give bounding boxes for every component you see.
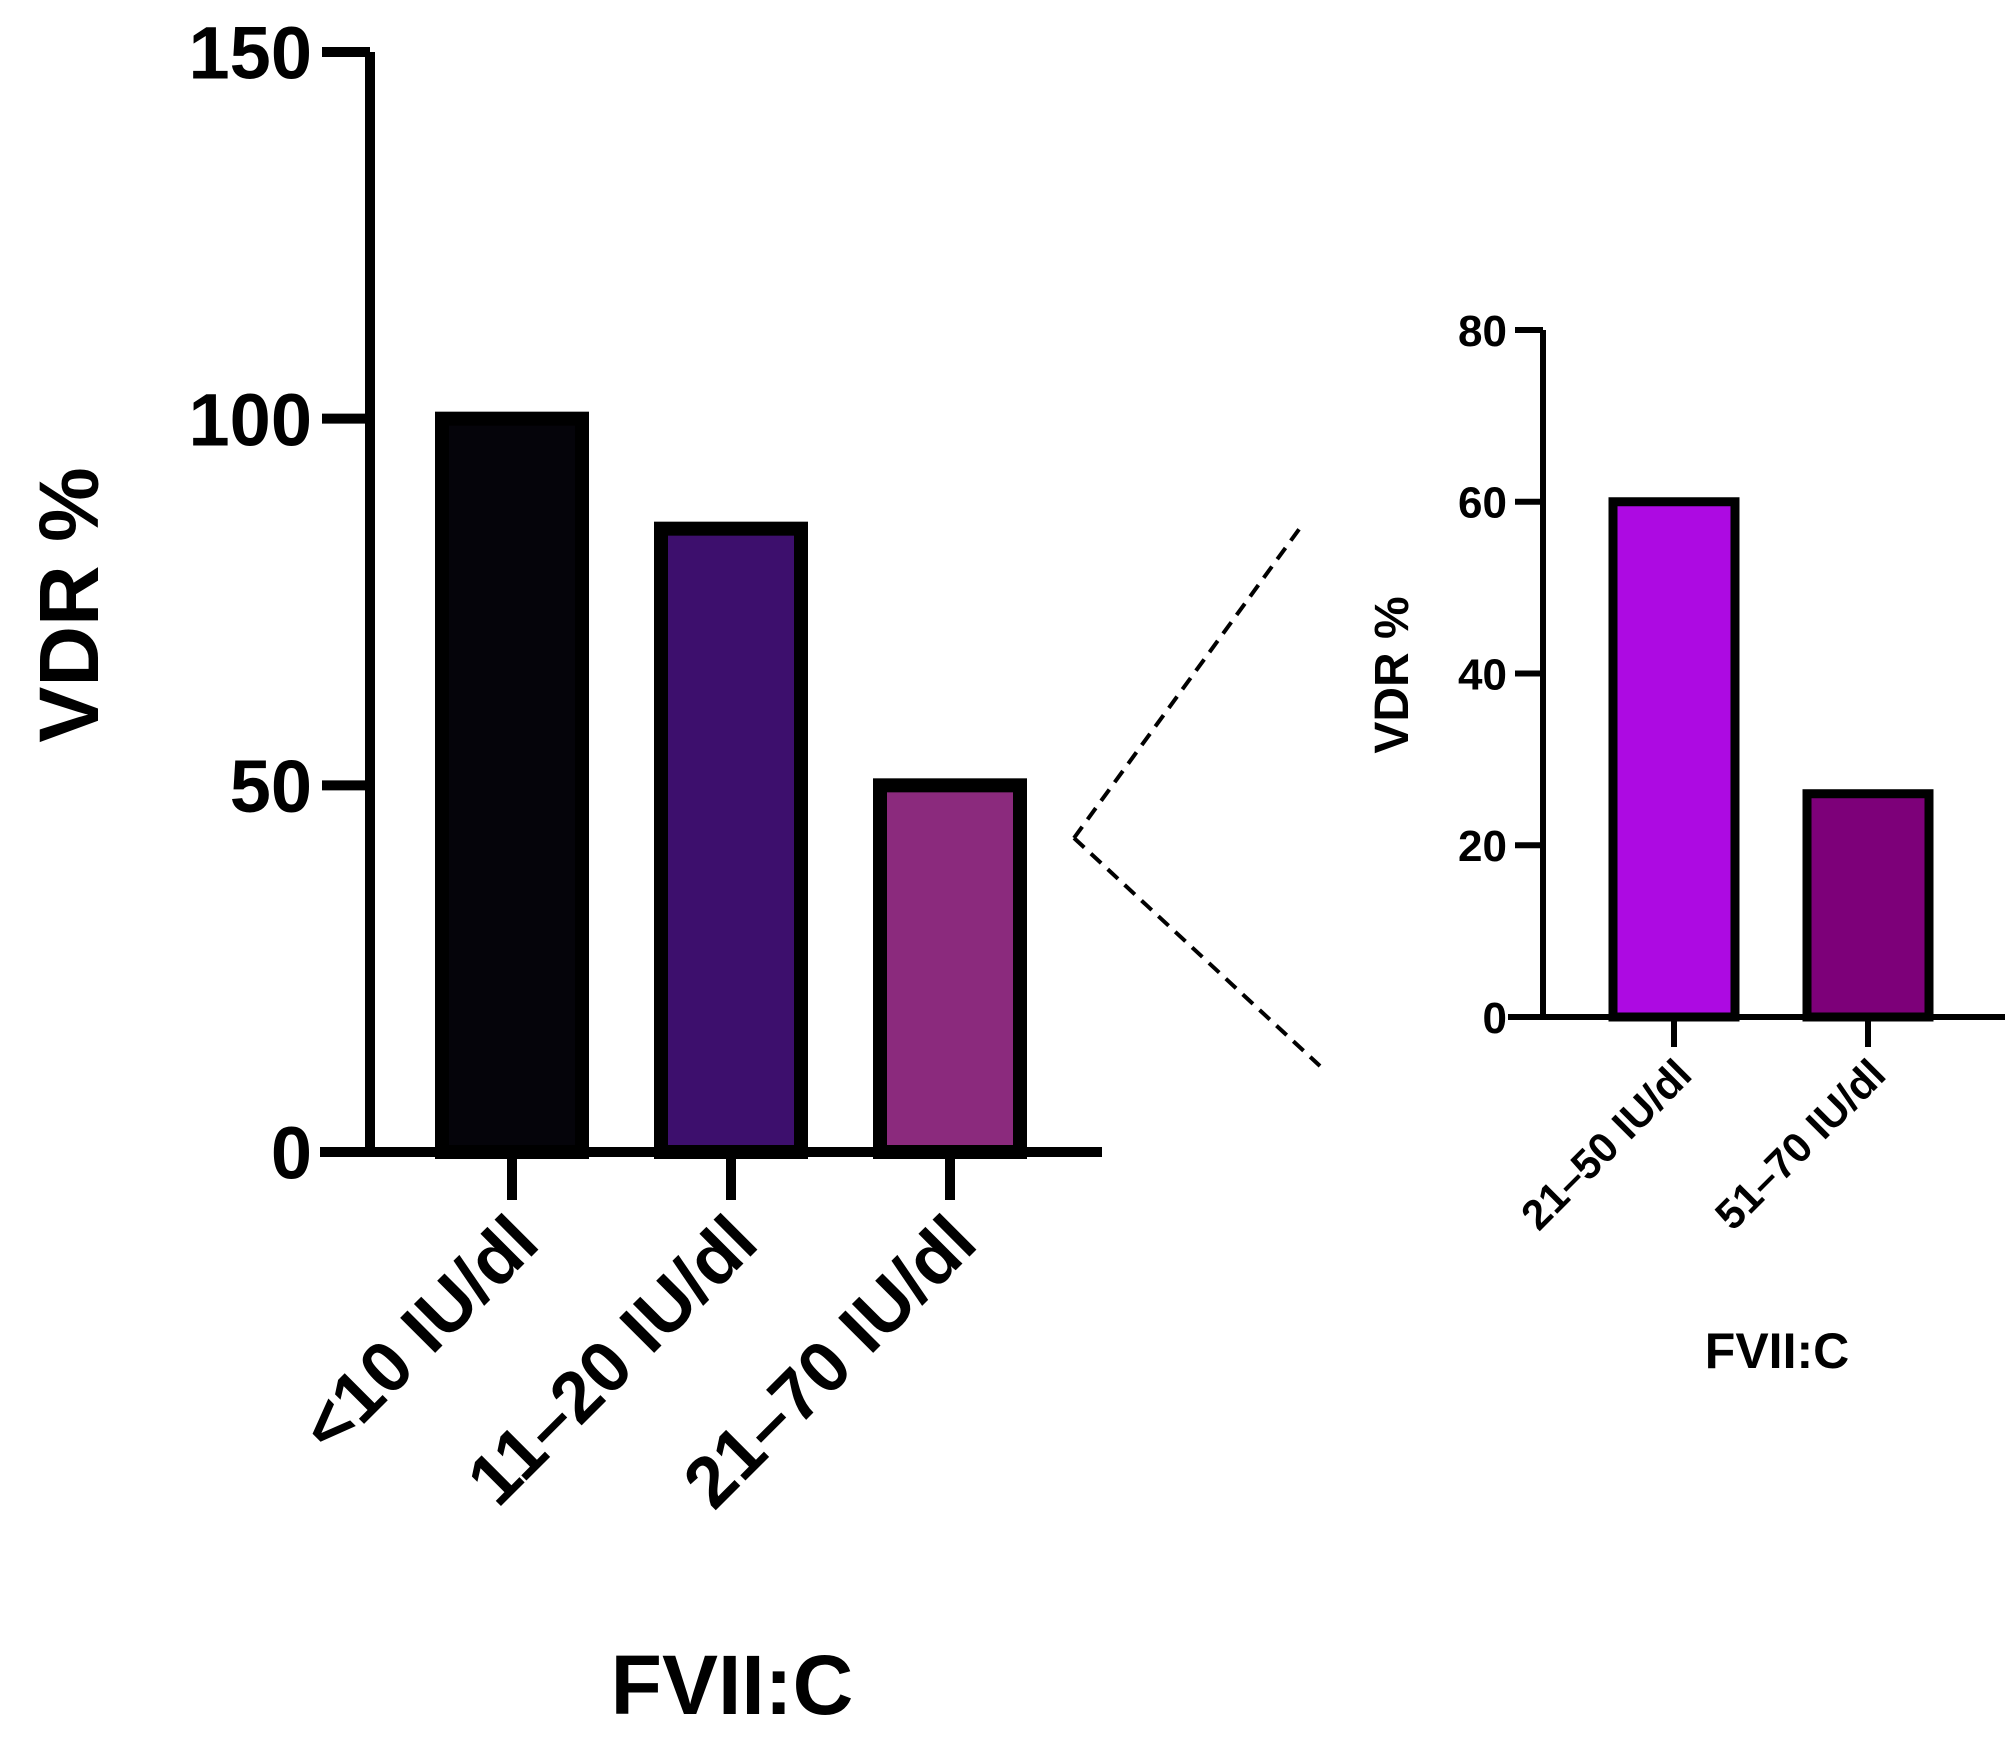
main-bar-1 xyxy=(435,411,589,1159)
main-y-tick-label-2: 100 xyxy=(189,378,312,461)
inset-y-tick-label-3: 60 xyxy=(1458,479,1507,528)
main-y-ticks: 0 50 100 150 xyxy=(189,12,370,1195)
main-y-axis-title: VDR % xyxy=(22,467,116,742)
inset-y-tick-label-2: 40 xyxy=(1458,650,1507,699)
connector-upper-line xyxy=(1072,526,1302,840)
main-y-tick-label-1: 50 xyxy=(230,745,312,828)
inset-y-tick-label-4: 80 xyxy=(1458,307,1507,356)
main-y-tick-label-3: 150 xyxy=(189,12,312,95)
inset-bar-chart: VDR % 0 20 40 60 80 21–50 IU/dl 51–70 IU/dl F… xyxy=(1366,307,2005,1379)
inset-x-tick-label-0: 21–50 IU/dl xyxy=(1512,1050,1700,1238)
inset-bars xyxy=(1608,497,1934,1022)
inset-y-ticks: 0 20 40 60 80 xyxy=(1458,307,1543,1043)
main-y-tick-label-0: 0 xyxy=(271,1112,312,1195)
inset-bar-1 xyxy=(1608,497,1740,1022)
main-bar-2 xyxy=(654,521,808,1159)
zoom-connector xyxy=(1072,526,1322,1068)
main-bars xyxy=(435,411,1027,1159)
inset-x-axis-title: FVII:C xyxy=(1705,1323,1849,1379)
main-x-axis-title: FVII:C xyxy=(611,1638,854,1732)
inset-bar-2 xyxy=(1802,789,1934,1022)
inset-x-tick-label-1: 51–70 IU/dl xyxy=(1706,1050,1894,1238)
inset-y-axis-title: VDR % xyxy=(1366,596,1419,753)
connector-lower-line xyxy=(1072,836,1322,1068)
inset-x-ticks: 21–50 IU/dl 51–70 IU/dl xyxy=(1512,1017,1894,1239)
inset-y-tick-label-0: 0 xyxy=(1483,994,1507,1043)
inset-y-tick-label-1: 20 xyxy=(1458,822,1507,871)
main-bar-3 xyxy=(873,778,1027,1159)
